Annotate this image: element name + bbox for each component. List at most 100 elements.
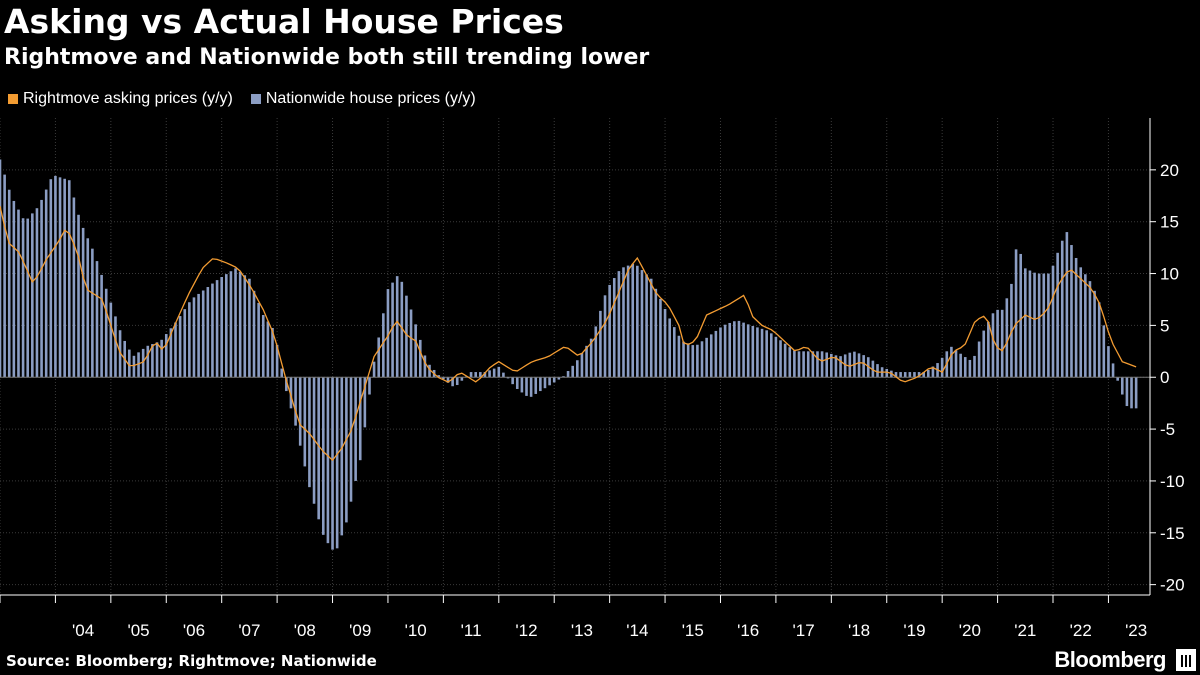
bar-nationwide <box>640 270 644 378</box>
bar-nationwide <box>783 343 787 378</box>
y-tick-label: 20 <box>1160 161 1179 180</box>
bar-nationwide <box>1042 273 1046 378</box>
bar-nationwide <box>751 325 755 378</box>
bar-nationwide <box>636 265 639 378</box>
bar-nationwide <box>779 340 782 378</box>
bar-nationwide <box>876 364 879 378</box>
bar-nationwide <box>363 377 367 428</box>
bar-nationwide <box>17 209 20 378</box>
bar-nationwide <box>973 355 976 378</box>
bar-nationwide <box>626 265 630 378</box>
x-tick-label: '11 <box>461 621 482 640</box>
bar-nationwide <box>1107 346 1110 378</box>
bar-nationwide <box>769 333 773 378</box>
x-tick-label: '06 <box>183 621 205 640</box>
bar-nationwide <box>345 377 348 523</box>
bar-nationwide <box>672 327 676 378</box>
bar-nationwide <box>737 320 741 378</box>
bar-nationwide <box>899 372 902 378</box>
bar-nationwide <box>548 377 551 386</box>
legend-item-rightmove: Rightmove asking prices (y/y) <box>8 90 233 108</box>
source-note: Source: Bloomberg; Rightmove; Nationwide <box>6 652 377 670</box>
bar-nationwide <box>857 353 861 378</box>
bar-nationwide <box>455 377 459 386</box>
bar-nationwide <box>788 347 792 378</box>
bar-nationwide <box>963 357 967 378</box>
bar-nationwide <box>566 371 570 378</box>
bar-nationwide <box>271 327 274 378</box>
bar-nationwide <box>1005 298 1009 378</box>
x-tick-label: '14 <box>626 621 648 640</box>
bar-nationwide <box>608 284 611 378</box>
bar-nationwide <box>49 179 53 378</box>
bar-nationwide <box>349 377 353 502</box>
legend-label-nationwide: Nationwide house prices (y/y) <box>265 90 476 107</box>
bar-nationwide <box>234 268 237 378</box>
y-tick-label: 15 <box>1160 213 1179 232</box>
y-tick-label: -20 <box>1160 576 1185 595</box>
bar-nationwide <box>802 351 805 378</box>
bar-nationwide <box>552 377 556 383</box>
bar-nationwide <box>576 360 579 378</box>
bar-nationwide <box>760 328 764 378</box>
y-tick-label: 0 <box>1160 368 1169 387</box>
x-tick-label: '09 <box>349 621 371 640</box>
bar-nationwide <box>86 238 90 378</box>
bar-nationwide <box>211 283 214 378</box>
x-tick-label: '13 <box>571 621 593 640</box>
bar-nationwide <box>811 351 815 378</box>
bar-nationwide <box>529 377 533 397</box>
bar-nationwide <box>7 189 11 378</box>
bar-nationwide <box>1102 325 1106 378</box>
bar-nationwide <box>474 372 478 378</box>
bar-nationwide <box>400 281 404 378</box>
bar-nationwide <box>248 278 251 378</box>
bar-nationwide <box>894 372 898 378</box>
legend-swatch-nationwide <box>250 94 261 104</box>
bar-nationwide <box>446 377 450 383</box>
bar-nationwide <box>118 330 122 378</box>
bar-nationwide <box>317 377 320 520</box>
bar-nationwide <box>492 368 496 378</box>
bar-nationwide <box>21 218 25 378</box>
bar-nationwide <box>742 322 745 378</box>
x-tick-label: '19 <box>903 621 925 640</box>
bar-nationwide <box>483 372 487 378</box>
bar-nationwide <box>862 355 865 378</box>
bar-nationwide <box>539 377 542 392</box>
bar-nationwide <box>1074 257 1078 378</box>
bar-nationwide <box>197 293 200 378</box>
bar-nationwide <box>543 377 547 389</box>
y-tick-label: 5 <box>1160 316 1169 335</box>
bar-nationwide <box>414 324 417 378</box>
bar-nationwide <box>571 365 574 378</box>
bar-nationwide <box>114 316 117 378</box>
bar-nationwide <box>682 341 685 378</box>
bar-nationwide <box>825 352 829 378</box>
bar-nationwide <box>54 175 57 378</box>
bar-nationwide <box>95 261 99 378</box>
bar-nationwide <box>266 321 270 378</box>
x-tick-label: '18 <box>848 621 870 640</box>
bar-nationwide <box>765 330 768 378</box>
bar-nationwide <box>987 321 990 378</box>
bar-nationwide <box>950 346 953 378</box>
bar-nationwide <box>686 343 690 378</box>
bar-nationwide <box>649 278 653 378</box>
bar-nationwide <box>303 377 307 467</box>
bar-nationwide <box>128 349 131 378</box>
bar-nationwide <box>714 330 718 378</box>
bar-nationwide <box>1088 281 1092 378</box>
bar-nationwide <box>35 208 39 378</box>
bar-nationwide <box>534 377 538 394</box>
y-tick-label: -10 <box>1160 472 1185 491</box>
bar-nationwide <box>820 351 824 378</box>
bar-nationwide <box>663 308 667 378</box>
bar-nationwide <box>746 324 750 378</box>
x-tick-label: '23 <box>1125 621 1147 640</box>
bar-nationwide <box>1033 272 1036 378</box>
bar-nationwide <box>1028 270 1032 378</box>
bar-nationwide <box>520 377 524 393</box>
bar-nationwide <box>321 377 325 535</box>
